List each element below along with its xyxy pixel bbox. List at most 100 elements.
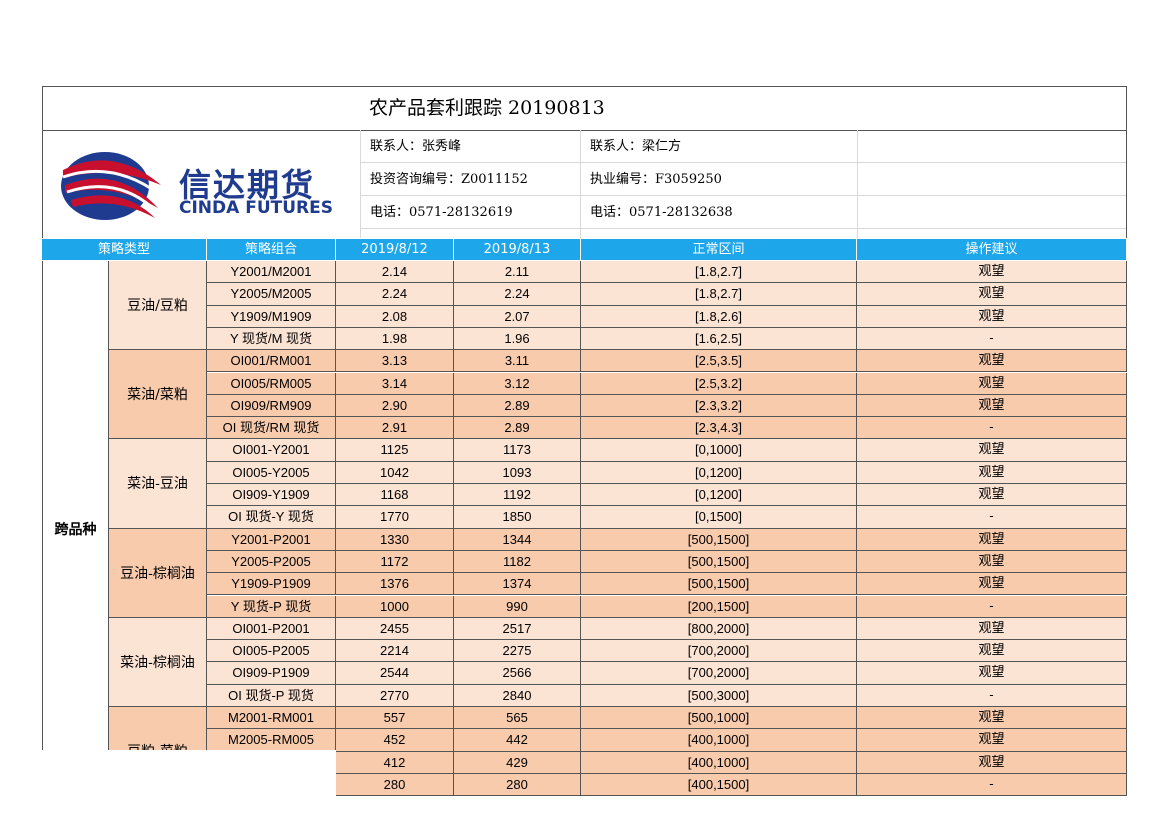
- table-cell: 452: [336, 729, 454, 752]
- table-cell: [1.8,2.6]: [581, 305, 857, 328]
- table-cell: 观望: [857, 372, 1127, 395]
- page-title: 农产品套利跟踪 20190813: [369, 97, 605, 119]
- table-cell: OI 现货-Y 现货: [207, 506, 336, 529]
- contact-info: 联系人：张秀峰: [360, 130, 580, 163]
- table-cell: 观望: [857, 550, 1127, 574]
- table-cell: 1173: [454, 439, 581, 462]
- table-cell: 2.89: [454, 394, 581, 418]
- contact-block: 联系人：张秀峰 联系人：梁仁方 投资咨询编号：Z0011152 执业编号：F30592…: [360, 130, 1127, 238]
- strategy-group: 菜油-棕榈油: [109, 617, 207, 707]
- table-cell: OI005-P2005: [207, 640, 336, 663]
- table-cell: OI001-Y2001: [207, 439, 336, 462]
- table-cell: 3.14: [336, 372, 454, 395]
- table-cell: [500,1500]: [581, 528, 857, 551]
- table-cell: 2.14: [336, 261, 454, 284]
- spreadsheet: 农产品套利跟踪 20190813 信达期货 CINDA FUTURES 联系人：…: [42, 86, 1127, 830]
- cinda-logo-icon: [61, 152, 161, 220]
- table-cell: [500,3000]: [581, 684, 857, 707]
- table-cell: 观望: [857, 394, 1127, 418]
- table-cell: 412: [336, 751, 454, 774]
- table-cell: -: [857, 506, 1127, 529]
- table-cell: [2.3,4.3]: [581, 417, 857, 440]
- table-cell: OI909-Y1909: [207, 484, 336, 507]
- table-cell: 2455: [336, 617, 454, 641]
- table-cell: 观望: [857, 707, 1127, 730]
- table-cell: 3.11: [454, 350, 581, 373]
- table-cell: [1.6,2.5]: [581, 327, 857, 351]
- logo-en-text: CINDA FUTURES: [179, 198, 333, 218]
- table-cell: [1.8,2.7]: [581, 261, 857, 284]
- table-cell: 429: [454, 751, 581, 774]
- table-cell: 1182: [454, 550, 581, 574]
- table-cell: [800,2000]: [581, 617, 857, 641]
- table-cell: 280: [336, 773, 454, 797]
- table-cell: [200,1500]: [581, 595, 857, 618]
- table-cell: 观望: [857, 261, 1127, 284]
- table-cell: 3.13: [336, 350, 454, 373]
- table-cell: OI909-P1909: [207, 662, 336, 685]
- table-cell: [500,1000]: [581, 707, 857, 730]
- table-cell: 1172: [336, 550, 454, 574]
- table-cell: 1042: [336, 461, 454, 484]
- table-cell: 观望: [857, 305, 1127, 328]
- table-cell: 观望: [857, 484, 1127, 507]
- contact-info: 联系人：梁仁方: [580, 130, 857, 163]
- table-cell: [2.3,3.2]: [581, 394, 857, 418]
- table-cell: [0,1200]: [581, 461, 857, 484]
- table-cell: M2005-RM005: [207, 729, 336, 752]
- table-cell: -: [857, 595, 1127, 618]
- table-cell: 2517: [454, 617, 581, 641]
- table-cell: 2.89: [454, 417, 581, 440]
- table-cell: OI001/RM001: [207, 350, 336, 373]
- table-cell: Y 现货-P 现货: [207, 595, 336, 618]
- table-cell: 1376: [336, 573, 454, 596]
- table-cell: 1125: [336, 439, 454, 462]
- table-cell: 2275: [454, 640, 581, 663]
- table-cell: 观望: [857, 729, 1127, 752]
- table-cell: [0,1500]: [581, 506, 857, 529]
- table-cell: [500,1500]: [581, 573, 857, 596]
- table-cell: 2.24: [336, 283, 454, 306]
- table-cell: [400,1500]: [581, 773, 857, 797]
- table-cell: 557: [336, 707, 454, 730]
- table-cell: OI 现货/RM 现货: [207, 417, 336, 440]
- table-cell: [2.5,3.2]: [581, 372, 857, 395]
- table-cell: 2.07: [454, 305, 581, 328]
- table-cell: 2544: [336, 662, 454, 685]
- table-cell: 2770: [336, 684, 454, 707]
- table-cell: Y2001/M2001: [207, 261, 336, 284]
- table-cell: 观望: [857, 573, 1127, 596]
- table-cell: 990: [454, 595, 581, 618]
- table-cell: 1850: [454, 506, 581, 529]
- table-cell: 2.11: [454, 261, 581, 284]
- table-cell: -: [857, 327, 1127, 351]
- table-cell: Y2005-P2005: [207, 550, 336, 574]
- contact-blank-cell: [857, 196, 1126, 229]
- table-cell: 1.96: [454, 327, 581, 351]
- table-cell: -: [857, 773, 1127, 797]
- strategy-group: 菜油/菜粕: [109, 350, 207, 440]
- table-cell: 442: [454, 729, 581, 752]
- table-cell: 1.98: [336, 327, 454, 351]
- table-cell: 观望: [857, 662, 1127, 685]
- table-cell: 1192: [454, 484, 581, 507]
- table-cell: 观望: [857, 640, 1127, 663]
- table-cell: OI 现货-P 现货: [207, 684, 336, 707]
- clipped-area: [42, 750, 336, 830]
- table-cell: OI909/RM909: [207, 394, 336, 418]
- table-cell: 2566: [454, 662, 581, 685]
- table-cell: 2.08: [336, 305, 454, 328]
- logo-cn-text: 信达期货: [179, 166, 316, 204]
- column-header: 策略组合: [207, 239, 336, 260]
- table-cell: 1770: [336, 506, 454, 529]
- table-cell: [400,1000]: [581, 729, 857, 752]
- strategy-group: 豆油/豆粕: [109, 261, 207, 351]
- table-cell: 观望: [857, 350, 1127, 373]
- table-cell: 1000: [336, 595, 454, 618]
- table-cell: 2840: [454, 684, 581, 707]
- contact-info: 执业编号：F3059250: [580, 163, 857, 196]
- table-cell: 1344: [454, 528, 581, 551]
- table-cell: 1093: [454, 461, 581, 484]
- table-cell: 1168: [336, 484, 454, 507]
- table-cell: [0,1200]: [581, 484, 857, 507]
